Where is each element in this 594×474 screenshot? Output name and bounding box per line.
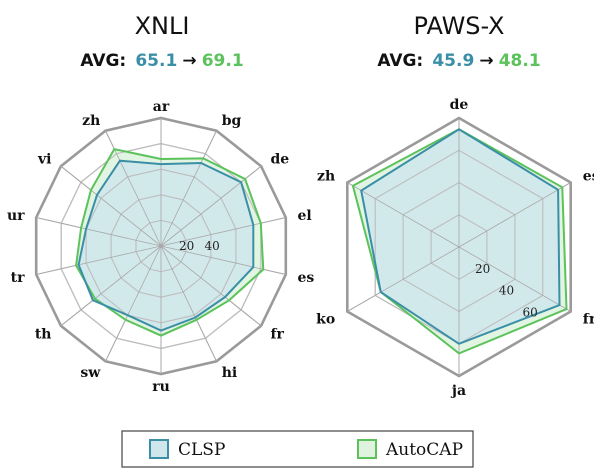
xnli-avg: AVG: 65.1 → 69.1 [80, 51, 243, 71]
pawsx-avg-new: 48.1 [499, 51, 541, 71]
xnli-autocap-line [75, 147, 265, 337]
xnli-axis-label-hi: hi [222, 365, 238, 381]
xnli-axis-label-ar: ar [153, 99, 170, 115]
pawsx-spoke-inner [347, 246, 460, 312]
xnli-axis-label-ru: ru [152, 379, 170, 395]
pawsx-spoke-inner [347, 182, 460, 248]
pawsx-spoke-inner [458, 246, 571, 312]
xnli-spoke-inner [60, 245, 162, 327]
xnli-tick-label: 20 [179, 239, 194, 253]
pawsx-axis-label-es: es [583, 169, 594, 185]
xnli-axis-label-th: th [35, 326, 52, 342]
xnli-axis-label-bg: bg [222, 113, 242, 129]
xnli-spoke-inner [36, 245, 162, 275]
xnli-spoke-inner [160, 130, 217, 247]
pawsx-spoke-inner [458, 182, 571, 248]
pawsx-avg-old: 45.9 [432, 51, 474, 71]
xnli-spoke-inner [160, 217, 286, 247]
xnli-axis-label-de: de [271, 152, 290, 168]
xnli-axis-label-fr: fr [271, 326, 285, 342]
xnli-title: XNLI [135, 12, 190, 40]
pawsx-axis-label-de: de [450, 97, 469, 113]
xnli-axis-label-ur: ur [7, 208, 25, 224]
xnli-clsp-line [77, 159, 255, 332]
legend-label-clsp: CLSP [178, 440, 225, 460]
xnli-spoke-inner [105, 245, 162, 362]
xnli-spoke-inner [160, 245, 217, 362]
pawsx-tick-label: 20 [475, 262, 490, 276]
pawsx-tick-label: 60 [523, 306, 538, 320]
pawsx-avg: AVG: 45.9 → 48.1 [377, 51, 540, 71]
pawsx-axis-label-zh: zh [317, 169, 335, 185]
pawsx-avg-arrow: → [479, 51, 493, 71]
xnli-axis-label-tr: tr [11, 270, 25, 286]
xnli-radar: 20 40 ar bg de el es fr hi ru sw th tr ur vi zh [7, 99, 314, 395]
legend-swatch-autocap [357, 439, 377, 459]
xnli-tick-label: 40 [205, 239, 220, 253]
xnli-avg-old: 65.1 [135, 51, 177, 71]
xnli-axis-label-sw: sw [80, 365, 101, 381]
xnli-spoke-inner [60, 165, 162, 247]
pawsx-axis-label-fr: fr [583, 312, 594, 328]
pawsx-avg-label: AVG: [377, 51, 423, 71]
pawsx-clsp-line [360, 128, 561, 345]
xnli-avg-label: AVG: [80, 51, 126, 71]
xnli-spoke-inner [160, 245, 286, 275]
legend-box [121, 430, 474, 468]
legend: CLSP AutoCAP [121, 430, 474, 468]
xnli-axis-label-es: es [298, 270, 315, 286]
xnli-spoke-inner [36, 217, 162, 247]
xnli-spoke-inner [160, 245, 262, 327]
pawsx-tick-label: 40 [499, 284, 514, 298]
pawsx-clsp-area [361, 129, 560, 344]
xnli-clsp-area [78, 160, 254, 331]
legend-label-autocap: AutoCAP [385, 440, 463, 460]
xnli-avg-new: 69.1 [202, 51, 244, 71]
pawsx-axis-label-ja: ja [450, 383, 466, 399]
pawsx-radar: 20 40 60 de es fr ja ko zh [316, 97, 594, 399]
legend-swatch-clsp [149, 439, 169, 459]
pawsx-autocap-line [351, 128, 568, 355]
xnli-axis-label-vi: vi [37, 152, 51, 168]
xnli-avg-arrow: → [182, 51, 196, 71]
xnli-axis-label-el: el [298, 208, 312, 224]
xnli-axis-label-zh: zh [82, 113, 100, 129]
pawsx-title: PAWS-X [414, 12, 505, 40]
pawsx-axis-label-ko: ko [316, 312, 335, 328]
